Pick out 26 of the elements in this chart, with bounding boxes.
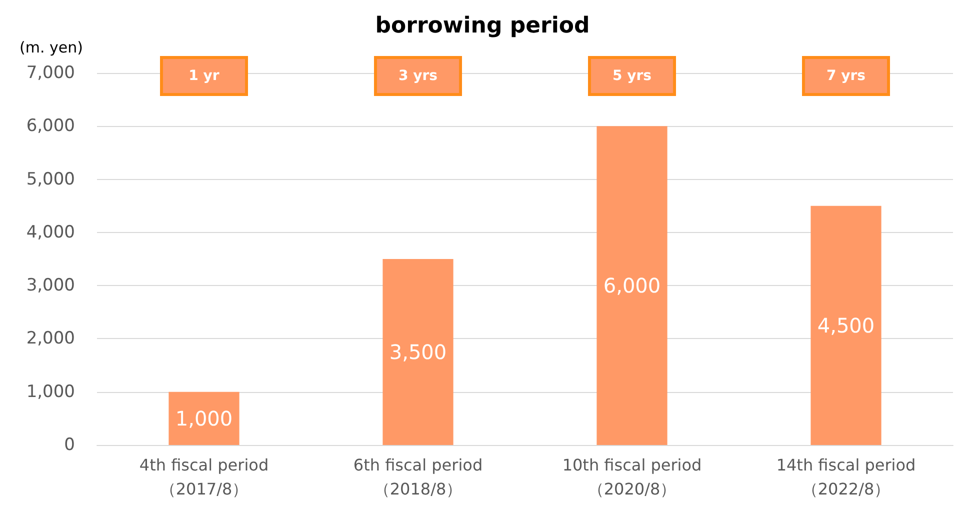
annotation: 7 yrs: [826, 68, 866, 84]
y-tick-label: 7,000: [26, 63, 75, 83]
data-label: 3,500: [389, 340, 447, 364]
annotation: 3 yrs: [398, 68, 438, 84]
x-tick-label: 6th fiscal period （2018/8）: [353, 456, 483, 498]
x-tick-label: 14th fiscal period （2022/8）: [776, 456, 916, 498]
y-tick-label: 5,000: [26, 169, 75, 190]
bar: [810, 206, 882, 445]
x-tick-label: 4th fiscal period （2017/8）: [139, 456, 269, 498]
annotation: 1 yr: [188, 68, 220, 84]
y-tick-label: 4,000: [26, 222, 75, 242]
y-tick-label: 1,000: [26, 382, 75, 402]
y-axis-title: (m. yen): [20, 38, 83, 56]
bar: [382, 259, 454, 445]
data-label: 4,500: [817, 313, 875, 338]
bar: [168, 392, 240, 445]
y-tick-label: 2,000: [26, 328, 75, 349]
x-tick-label: 10th fiscal period （2020/8）: [562, 456, 702, 498]
y-tick-label: 6,000: [26, 116, 75, 136]
y-tick-label: 3,000: [26, 276, 75, 296]
data-label: 1,000: [175, 406, 233, 430]
data-label: 6,000: [603, 274, 661, 298]
chart-title: borrowing period: [375, 14, 590, 38]
annotation: 5 yrs: [612, 68, 652, 84]
y-tick-label: 0: [64, 435, 75, 455]
bar: [596, 126, 668, 445]
